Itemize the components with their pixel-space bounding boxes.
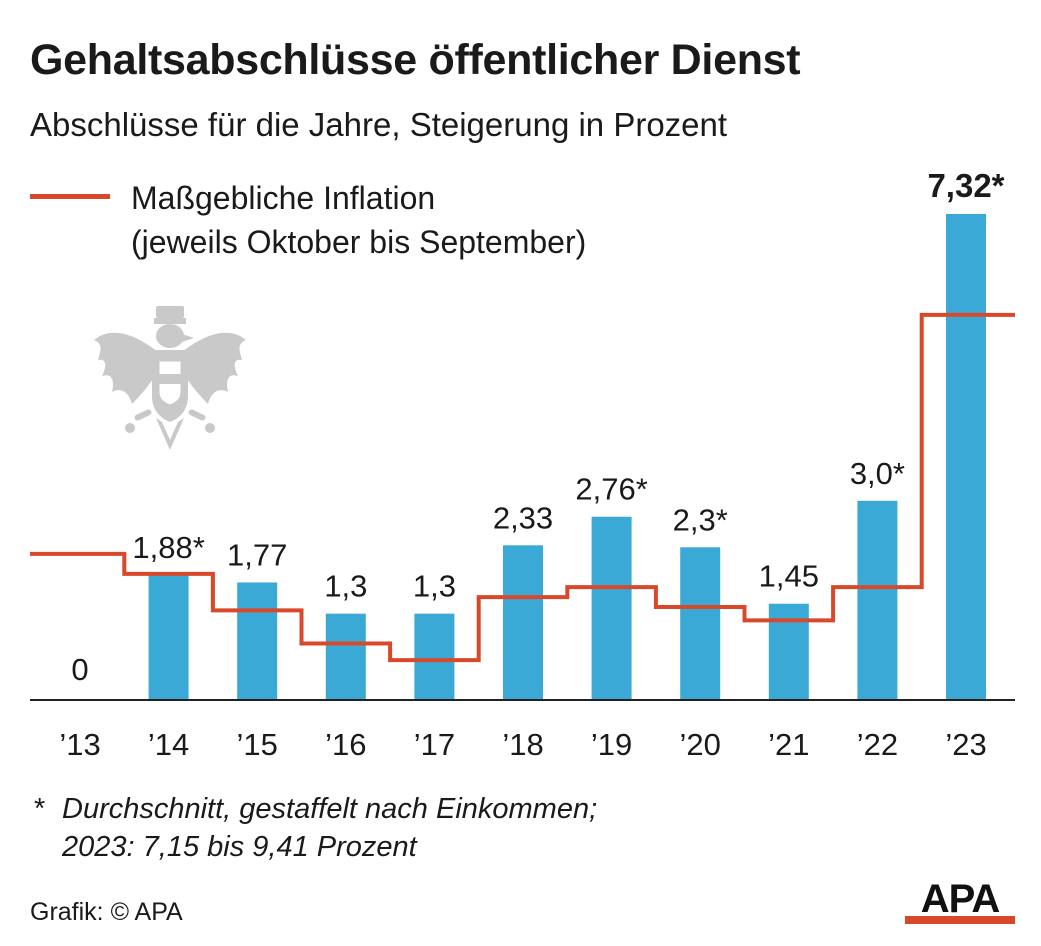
x-tick-label-5: ’18 [502, 727, 543, 762]
x-tick-label-8: ’21 [768, 727, 809, 762]
x-tick-label-6: ’19 [591, 727, 632, 762]
chart-plot-area: 0 1,88* 1,77 1,3 1,3 2,33 2,76* 2,3* 1,45 3,0* 7,3… [30, 167, 1015, 762]
chart-subtitle: Abschlüsse für die Jahre, Steigerung in … [30, 106, 728, 143]
bar-1 [148, 575, 189, 700]
bar-8 [768, 603, 809, 700]
value-label-1: 1,88* [132, 530, 204, 565]
value-label-2: 1,77 [227, 537, 287, 572]
bar-4 [414, 613, 455, 700]
footnote-marker: * [34, 793, 46, 825]
bar-10 [946, 213, 986, 700]
value-label-6: 2,76* [575, 472, 647, 507]
footnote-line2: 2023: 7,15 bis 9,41 Prozent [62, 831, 417, 863]
bar-7 [680, 547, 721, 700]
legend-inflation-swatch [30, 194, 110, 199]
bar-9 [857, 500, 898, 700]
bar-2 [237, 582, 278, 700]
svg-text:APA: APA [921, 878, 1000, 921]
value-label-3: 1,3 [324, 569, 367, 604]
graphic-credit: Grafik: © APA [30, 898, 183, 926]
x-tick-label-4: ’17 [414, 727, 455, 762]
x-tick-label-2: ’15 [237, 727, 278, 762]
legend-label-line2: (jeweils Oktober bis September) [131, 224, 587, 260]
x-tick-label-9: ’22 [857, 727, 898, 762]
inflation-step-line [30, 312, 1015, 663]
bar-3 [325, 613, 366, 700]
x-tick-label-0: ’13 [59, 727, 100, 762]
bar-5 [503, 545, 543, 700]
bar-6 [591, 516, 632, 700]
value-label-0: 0 [71, 652, 88, 687]
value-label-10: 7,32* [927, 167, 1004, 204]
value-label-7: 2,3* [673, 502, 728, 537]
chart-title: Gehaltsabschlüsse öffentlicher Dienst [30, 36, 801, 84]
value-label-8: 1,45 [759, 559, 819, 594]
value-label-9: 3,0* [850, 456, 905, 491]
x-tick-label-3: ’16 [325, 727, 366, 762]
legend-inflation-label: Maßgebliche Inflation (jeweils Oktober b… [131, 176, 586, 264]
austrian-eagle-emblem [94, 306, 246, 450]
x-tick-label-7: ’20 [680, 727, 721, 762]
value-label-5: 2,33 [493, 500, 553, 535]
x-tick-label-1: ’14 [148, 727, 189, 762]
footnote-line1: Durchschnitt, gestaffelt nach Einkommen; [62, 793, 598, 825]
apa-logo: APA [905, 878, 1015, 924]
value-label-4: 1,3 [413, 569, 456, 604]
legend-label-line1: Maßgebliche Inflation [131, 180, 436, 216]
x-tick-label-10: ’23 [945, 727, 986, 762]
